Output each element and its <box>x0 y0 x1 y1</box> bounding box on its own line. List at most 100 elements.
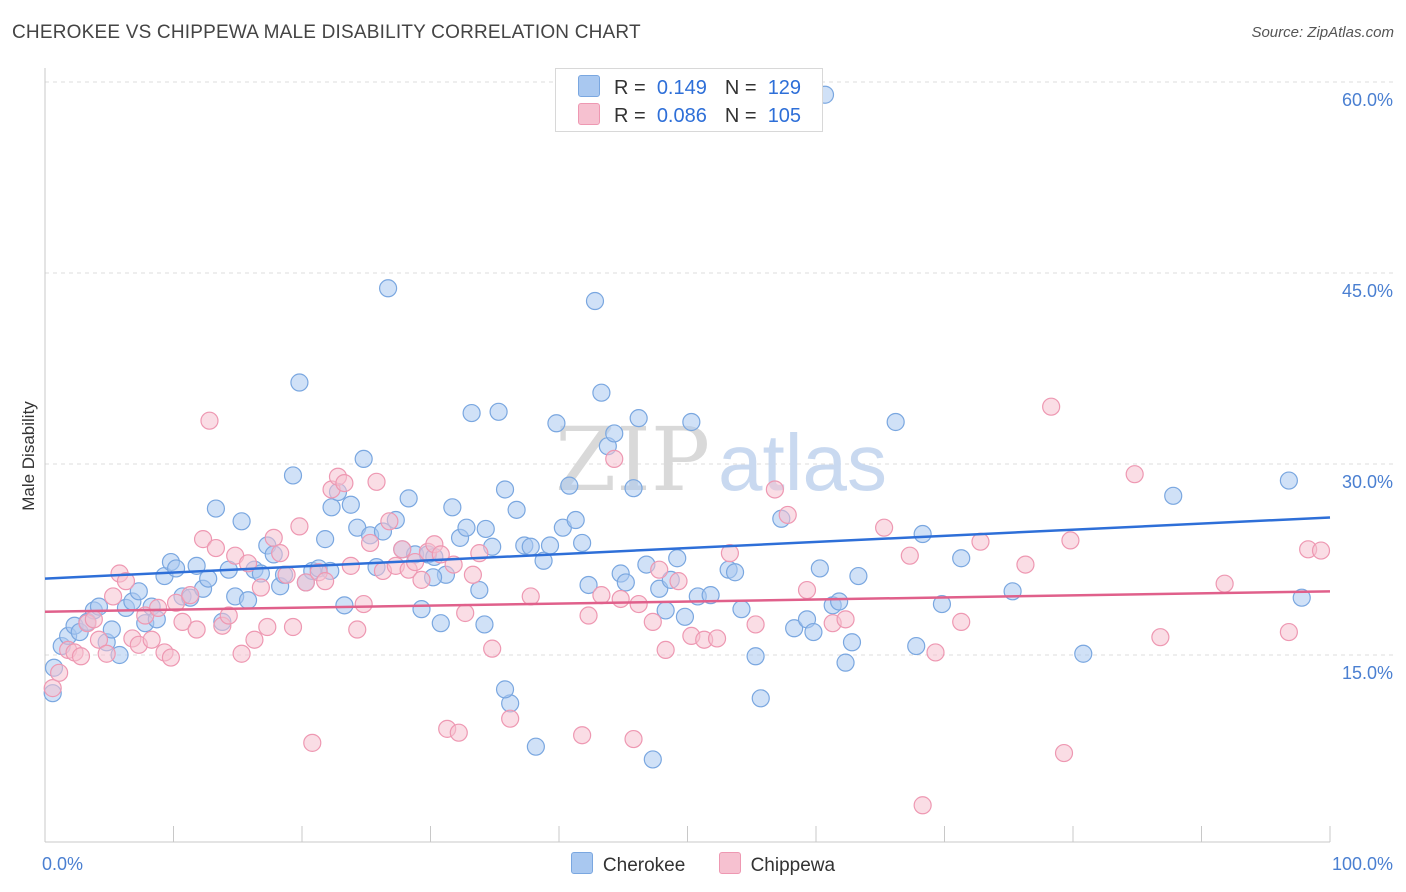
point-chippewa <box>765 480 784 499</box>
point-chippewa <box>161 648 181 667</box>
point-chippewa <box>720 544 740 563</box>
point-cherokee <box>470 580 489 600</box>
point-chippewa <box>1215 574 1234 593</box>
point-chippewa <box>1042 397 1061 416</box>
point-cherokee <box>573 533 592 553</box>
point-chippewa <box>393 540 412 559</box>
x-tick-label: 0.0% <box>42 854 83 874</box>
point-chippewa <box>952 612 971 631</box>
point-chippewa <box>463 565 483 584</box>
point-cherokee <box>913 524 932 544</box>
point-cherokee <box>166 559 186 578</box>
point-chippewa <box>456 603 475 623</box>
point-chippewa <box>89 630 109 649</box>
point-chippewa <box>746 615 765 634</box>
point-cherokee <box>495 480 515 499</box>
legend-item-cherokee[interactable]: Cherokee <box>570 852 685 877</box>
point-cherokee <box>547 414 566 433</box>
point-cherokee <box>457 518 476 537</box>
point-cherokee <box>886 412 905 432</box>
point-cherokee <box>732 600 751 619</box>
chart-title: CHEROKEE VS CHIPPEWA MALE DISABILITY COR… <box>12 22 641 43</box>
legend-n-label: N = <box>724 77 757 99</box>
point-chippewa <box>251 578 270 597</box>
point-chippewa <box>303 733 322 752</box>
point-cherokee <box>585 291 605 311</box>
point-cherokee <box>129 582 148 601</box>
legend-label-chippewa: Chippewa <box>750 855 836 876</box>
x-tick-labels: 0.0% 100.0% <box>42 854 1393 874</box>
point-cherokee <box>290 373 309 392</box>
point-chippewa <box>1125 465 1144 484</box>
point-chippewa <box>707 629 727 648</box>
legend-r-label: R = <box>614 105 646 127</box>
point-cherokee <box>1279 471 1298 490</box>
trend-lines <box>44 516 1331 613</box>
point-chippewa <box>271 544 290 563</box>
point-chippewa <box>264 528 283 547</box>
point-cherokee <box>378 279 398 298</box>
point-chippewa <box>296 573 315 592</box>
point-cherokee <box>354 449 373 469</box>
point-chippewa <box>43 679 62 698</box>
point-chippewa <box>611 589 630 609</box>
point-chippewa <box>181 586 200 605</box>
point-cherokee <box>507 500 526 519</box>
point-cherokee <box>521 537 540 556</box>
point-chippewa <box>592 586 611 605</box>
point-cherokee <box>592 383 611 402</box>
point-cherokee <box>399 489 418 508</box>
point-cherokee <box>668 549 687 568</box>
point-chippewa <box>354 594 373 614</box>
point-cherokee <box>412 600 431 619</box>
point-cherokee <box>1292 588 1311 607</box>
point-chippewa <box>104 587 123 606</box>
point-chippewa <box>232 644 251 663</box>
point-chippewa <box>624 729 643 749</box>
point-chippewa <box>656 640 675 660</box>
point-chippewa <box>173 612 192 631</box>
point-chippewa <box>579 606 598 625</box>
point-cherokee <box>836 653 855 672</box>
legend-r-value: 0.086 <box>656 105 707 127</box>
point-chippewa <box>148 598 168 617</box>
point-chippewa <box>1016 555 1035 574</box>
point-cherokee <box>751 689 770 708</box>
point-chippewa <box>219 606 238 625</box>
point-chippewa <box>361 533 380 553</box>
point-chippewa <box>900 546 919 565</box>
point-cherokee <box>643 750 662 769</box>
y-tick-label: 45.0% <box>1342 281 1393 301</box>
point-chippewa <box>605 449 624 469</box>
point-cherokee <box>701 586 720 605</box>
point-cherokee <box>495 680 515 699</box>
point-chippewa <box>913 796 932 815</box>
point-cherokee <box>1164 486 1183 505</box>
point-chippewa <box>335 474 354 493</box>
point-chippewa <box>142 630 161 649</box>
y-tick-label: 60.0% <box>1342 90 1393 110</box>
y-tick-label: 30.0% <box>1342 472 1393 492</box>
legend-row-cherokee: R = 0.149 N = 129 <box>578 75 801 100</box>
point-chippewa <box>71 647 91 666</box>
point-chippewa <box>836 610 855 629</box>
point-cherokee <box>526 737 545 756</box>
point-chippewa <box>316 572 335 591</box>
legend-item-chippewa[interactable]: Chippewa <box>718 852 836 877</box>
legend-swatch-chippewa <box>718 852 741 874</box>
point-cherokee <box>560 476 579 495</box>
point-cherokee <box>335 596 354 615</box>
point-cherokee <box>341 495 360 514</box>
point-cherokee <box>462 403 481 423</box>
point-chippewa <box>650 560 669 579</box>
point-cherokee <box>489 402 508 421</box>
point-cherokee <box>206 499 226 518</box>
legend-swatch-cherokee <box>578 75 600 97</box>
series-legend: Cherokee Chippewa <box>0 852 1406 877</box>
point-chippewa <box>348 620 367 639</box>
y-tick-labels: 15.0% 30.0% 45.0% 60.0% <box>1342 90 1393 683</box>
y-tick-label: 15.0% <box>1342 663 1393 683</box>
point-cherokee <box>746 647 765 666</box>
point-cherokee <box>431 614 450 633</box>
point-cherokee <box>725 563 745 582</box>
